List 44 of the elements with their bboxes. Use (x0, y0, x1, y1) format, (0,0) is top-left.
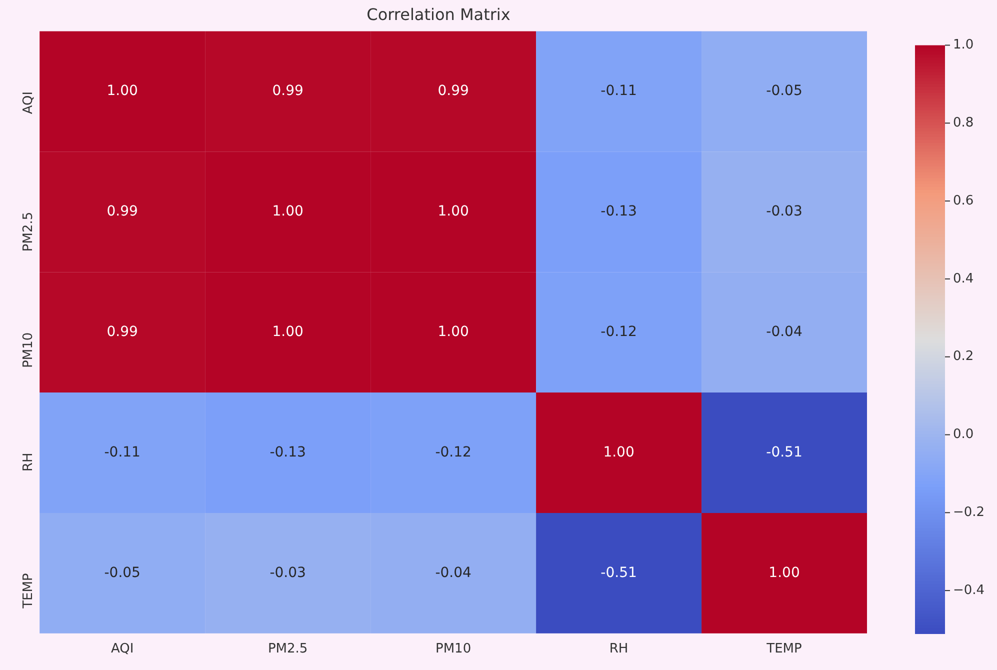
data-label: 0.99 (438, 83, 469, 100)
data-label: -0.12 (600, 324, 637, 340)
chart-title: Correlation Matrix (366, 4, 510, 24)
y-tick-label: PM2.5 (20, 212, 36, 252)
color-bar-label: 0.8 (953, 115, 974, 130)
data-label: 1.00 (106, 83, 138, 100)
x-tick-label: TEMP (766, 642, 802, 657)
color-bar-label: 0.6 (953, 193, 974, 208)
data-label: 1.00 (438, 324, 469, 340)
color-bar-label: 0.2 (953, 349, 974, 364)
data-label: 0.99 (106, 204, 138, 220)
y-tick-label: RH (20, 452, 36, 472)
data-label: -0.12 (435, 444, 472, 460)
color-bar-label: −0.4 (953, 582, 985, 598)
data-label: -0.11 (600, 83, 637, 100)
data-label: -0.03 (270, 564, 306, 581)
data-label: 1.00 (768, 564, 800, 581)
data-label: 1.00 (603, 444, 634, 460)
data-label: 1.00 (272, 204, 304, 220)
x-tick-label: AQI (110, 642, 134, 657)
x-tick-label: PM2.5 (268, 642, 308, 657)
data-label: -0.05 (766, 83, 802, 100)
y-tick-label: AQI (20, 91, 36, 114)
data-label: -0.13 (270, 444, 306, 460)
x-tick-label: RH (609, 642, 628, 657)
data-label: 1.00 (272, 324, 304, 340)
data-label: -0.13 (600, 204, 637, 220)
y-tick-label: TEMP (20, 573, 36, 610)
color-bar-label: 0.0 (953, 427, 974, 442)
data-label: -0.04 (766, 324, 802, 340)
color-bar-label: 0.4 (953, 271, 974, 286)
color-bar-label: 1.0 (953, 38, 974, 53)
data-label: -0.51 (766, 444, 802, 460)
data-label: -0.03 (766, 204, 802, 220)
color-bar-label: −0.2 (953, 505, 985, 520)
data-label: 1.00 (438, 204, 469, 220)
y-tick-label: PM10 (20, 332, 36, 368)
data-label: -0.11 (104, 444, 140, 460)
data-label: 0.99 (272, 83, 304, 100)
data-label: 0.99 (106, 324, 138, 340)
data-label: -0.05 (104, 564, 140, 581)
data-label: -0.04 (435, 564, 472, 581)
data-label: -0.51 (600, 564, 637, 581)
x-tick-label: PM10 (435, 642, 472, 657)
